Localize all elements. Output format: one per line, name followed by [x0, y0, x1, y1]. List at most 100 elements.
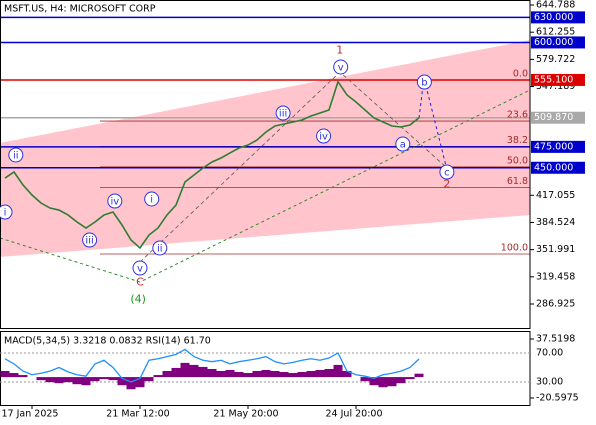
wave-label: b	[421, 78, 427, 89]
fib-label: 50.0	[507, 155, 528, 166]
fib-label: 100.0	[501, 242, 528, 253]
fib-label: 38.2	[507, 135, 528, 146]
price-label: 630.000	[534, 12, 573, 23]
macd-bar	[306, 370, 316, 378]
macd-bar	[333, 364, 343, 378]
x-tick-label: 24 Jul 20:00	[326, 409, 383, 420]
wave-circle	[439, 164, 455, 180]
price-label: 509.870	[534, 112, 573, 123]
macd-bar	[189, 364, 199, 378]
macd-bar	[162, 370, 172, 378]
y-tick-label: 351.991	[536, 244, 575, 255]
y-tick-label: 37.5198	[536, 334, 575, 345]
macd-bar	[63, 377, 73, 383]
x-tick-label: 21 May 20:00	[213, 409, 278, 420]
macd-bar	[198, 366, 208, 378]
price-label-box	[531, 73, 585, 86]
y-tick-label: 417.055	[536, 190, 575, 201]
y-tick-label: 70.00	[536, 347, 563, 358]
macd-bar	[234, 372, 244, 378]
fib-label: 23.6	[507, 110, 528, 121]
wave-label: iv	[110, 197, 119, 208]
y-tick-label: 384.524	[536, 217, 575, 228]
macd-bar	[171, 367, 181, 378]
x-tick-label: 21 Mar 12:00	[106, 409, 169, 420]
macd-bar	[414, 373, 424, 378]
wave-circle	[395, 136, 411, 152]
wave-label: iii	[85, 236, 93, 247]
macd-bar	[378, 377, 388, 388]
macd-bar	[297, 372, 307, 378]
y-tick-label: 319.458	[536, 271, 575, 282]
macd-bar	[99, 377, 109, 380]
macd-bar	[45, 377, 55, 383]
price-label-box	[531, 140, 585, 153]
wave-label: 2	[443, 177, 450, 190]
macd-bar	[81, 377, 91, 386]
macd-bar	[216, 370, 226, 378]
macd-bar	[315, 369, 325, 378]
main-frame	[0, 0, 531, 329]
wave-circle	[333, 59, 349, 75]
macd-bar	[9, 373, 19, 378]
macd-bar	[261, 369, 271, 378]
wave-label: ii	[157, 244, 163, 255]
y-tick-label: 286.925	[536, 299, 575, 310]
macd-bar	[90, 377, 100, 382]
price-line	[4, 79, 420, 250]
wave-label: (4)	[130, 293, 146, 306]
chart-title: MSFT.US, H4: MICROSOFT CORP	[4, 4, 156, 15]
price-label: 600.000	[534, 37, 573, 48]
macd-bar	[72, 377, 82, 385]
y-tick-label: 579.722	[536, 54, 575, 65]
y-tick-label: 612.255	[536, 27, 575, 38]
macd-bar	[396, 377, 406, 384]
wave-circle	[316, 128, 332, 144]
macd-bar	[243, 373, 253, 378]
wave-label: iv	[319, 132, 328, 143]
wave-label: iii	[279, 109, 287, 120]
wave-label: C	[136, 275, 144, 288]
macd-bar	[252, 370, 262, 378]
price-label: 555.100	[534, 74, 573, 85]
projection-line	[418, 77, 448, 171]
wave-circle	[107, 193, 123, 209]
macd-bar	[387, 377, 397, 387]
price-label: 450.000	[534, 162, 573, 173]
macd-bar	[207, 368, 217, 378]
macd-bar	[369, 377, 379, 386]
macd-bar	[126, 377, 136, 390]
macd-bar	[225, 369, 235, 378]
y-tick-label: 547.189	[536, 81, 575, 92]
wave-circle	[152, 240, 168, 256]
price-label-box	[531, 111, 585, 124]
macd-bar	[279, 372, 289, 378]
macd-bar	[108, 377, 118, 381]
wave-label: c	[444, 168, 450, 179]
macd-bar	[288, 373, 298, 378]
price-label-box	[531, 36, 585, 49]
macd-bar	[144, 377, 154, 382]
wave-circle	[275, 105, 291, 121]
price-label-box	[531, 11, 585, 24]
wave-circle	[416, 74, 432, 90]
macd-bar	[117, 377, 127, 386]
wave-label: ii	[13, 150, 19, 161]
indicator-label: MACD(5,34,5) 3.3218 0.0832 RSI(14) 61.70	[4, 336, 211, 347]
macd-bar	[18, 375, 28, 378]
wave-label: i	[4, 208, 7, 219]
channel	[0, 40, 530, 257]
wave-circle	[8, 147, 24, 163]
macd-bar	[270, 370, 280, 378]
macd-bar	[0, 370, 10, 378]
macd-bar	[135, 377, 145, 388]
rsi-line	[4, 348, 420, 383]
wave-circle	[132, 260, 148, 276]
fib-label: 0.0	[513, 68, 528, 79]
price-label-box	[531, 161, 585, 174]
macd-bar	[342, 370, 352, 378]
wave-circle	[144, 191, 160, 207]
wave-label: 1	[336, 43, 343, 56]
fib-label: 61.8	[507, 176, 528, 187]
